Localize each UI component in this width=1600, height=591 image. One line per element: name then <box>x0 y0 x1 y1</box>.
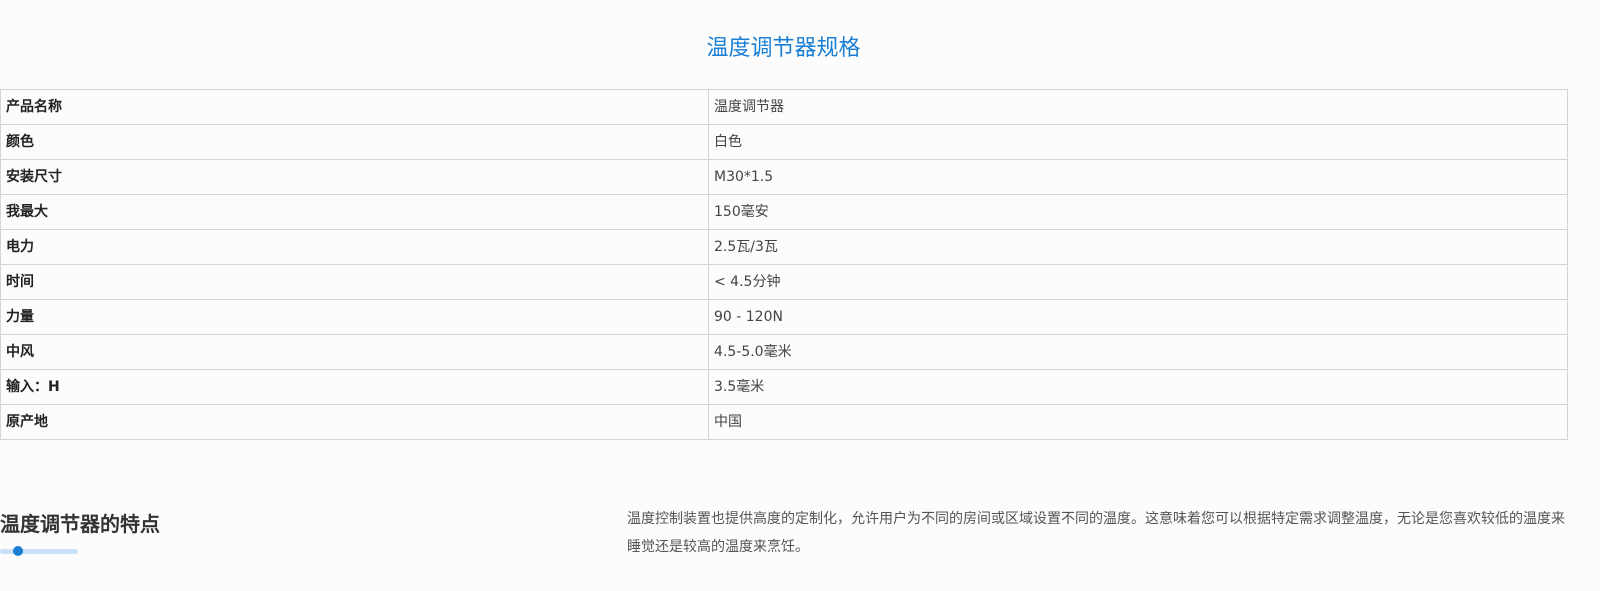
spec-row: 时间 < 4.5分钟 <box>0 264 1568 300</box>
spec-key: 中风 <box>0 334 709 370</box>
spec-value: 4.5-5.0毫米 <box>708 334 1568 370</box>
spec-row: 电力 2.5瓦/3瓦 <box>0 229 1568 265</box>
spec-value: M30*1.5 <box>708 159 1568 195</box>
heading-underline-decoration <box>0 549 78 554</box>
page-title: 温度调节器规格 <box>706 36 861 61</box>
spec-value: 温度调节器 <box>708 89 1568 125</box>
spec-row: 颜色 白色 <box>0 124 1568 160</box>
heading-underline-dot <box>13 546 23 556</box>
features-heading: 温度调节器的特点 <box>0 512 160 536</box>
spec-row: 我最大 150毫安 <box>0 194 1568 230</box>
spec-value: 2.5瓦/3瓦 <box>708 229 1568 265</box>
spec-row: 原产地 中国 <box>0 404 1568 440</box>
spec-row: 输入：H 3.5毫米 <box>0 369 1568 405</box>
spec-key: 安装尺寸 <box>0 159 709 195</box>
spec-key: 产品名称 <box>0 89 709 125</box>
spec-row: 中风 4.5-5.0毫米 <box>0 334 1568 370</box>
spec-row: 产品名称 温度调节器 <box>0 89 1568 125</box>
spec-value: 90 - 120N <box>708 299 1568 335</box>
spec-value: < 4.5分钟 <box>708 264 1568 300</box>
spec-value: 白色 <box>708 124 1568 160</box>
spec-key: 输入：H <box>0 369 709 405</box>
spec-table: 产品名称 温度调节器 颜色 白色 安装尺寸 M30*1.5 我最大 150毫安 电力 2.5瓦/3… <box>0 89 1568 440</box>
spec-key: 力量 <box>0 299 709 335</box>
features-paragraph: 温度控制装置也提供高度的定制化，允许用户为不同的房间或区域设置不同的温度。这意味… <box>627 511 1565 555</box>
spec-row: 力量 90 - 120N <box>0 299 1568 335</box>
spec-key: 原产地 <box>0 404 709 440</box>
spec-key: 时间 <box>0 264 709 300</box>
spec-value: 150毫安 <box>708 194 1568 230</box>
spec-key: 颜色 <box>0 124 709 160</box>
spec-key: 我最大 <box>0 194 709 230</box>
spec-value: 3.5毫米 <box>708 369 1568 405</box>
spec-row: 安装尺寸 M30*1.5 <box>0 159 1568 195</box>
spec-key: 电力 <box>0 229 709 265</box>
spec-value: 中国 <box>708 404 1568 440</box>
